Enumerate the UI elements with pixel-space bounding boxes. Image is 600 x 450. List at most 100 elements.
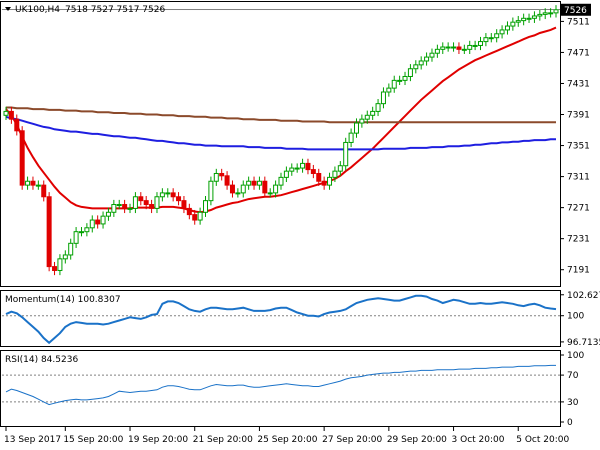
candle (89, 215, 95, 233)
candle-body (95, 219, 101, 225)
candle-body (283, 170, 289, 178)
candle (440, 42, 446, 54)
candle (41, 180, 47, 202)
candle (203, 195, 209, 217)
candle (548, 8, 554, 18)
candle-body (515, 20, 521, 23)
candle-body (391, 79, 397, 89)
candle-body (375, 103, 381, 112)
momentum-ytick-label: 102.6272 (567, 291, 600, 301)
candle-body (510, 21, 516, 27)
candle-body (89, 219, 95, 229)
candle-body (100, 215, 106, 225)
candle-body (521, 17, 527, 22)
candle-body (84, 227, 90, 233)
ma-mid-line (5, 115, 556, 151)
candle-body (278, 176, 284, 186)
candle-body (78, 231, 84, 234)
candle (62, 250, 68, 264)
candle-body (203, 200, 209, 213)
dropdown-triangle-icon[interactable] (5, 7, 11, 11)
candle (456, 42, 462, 54)
candle-body (526, 17, 532, 20)
candle-body (343, 141, 349, 167)
candle (165, 188, 171, 198)
candle-body (192, 214, 198, 221)
candle (235, 188, 241, 198)
candle (494, 29, 500, 43)
candle-body (219, 172, 225, 177)
candle-body (407, 68, 413, 77)
ma-slow-line (6, 106, 556, 124)
candle-body (429, 52, 435, 58)
candle-body (445, 46, 451, 49)
candle-body (472, 44, 478, 47)
candle (391, 75, 397, 93)
candle (138, 192, 144, 206)
candle (289, 163, 295, 176)
candle (461, 44, 467, 54)
candle (353, 118, 359, 138)
candle-body (240, 184, 246, 194)
candle-body (41, 184, 47, 198)
price-ytick-label: 7511 (567, 17, 590, 27)
momentum-ytick-label: 96.7135 (567, 338, 600, 348)
candle (25, 176, 31, 190)
candle-body (267, 192, 273, 195)
xtick-label: 3 Oct 20:00 (452, 435, 505, 445)
momentum-title: Momentum(14) 100.8307 (5, 295, 121, 305)
candle (429, 48, 435, 62)
candle-body (327, 176, 333, 186)
candle-body (424, 56, 430, 62)
candle (84, 223, 90, 237)
xtick-label: 15 Sep 20:00 (63, 435, 123, 445)
candle (283, 166, 289, 183)
candle-body (256, 180, 262, 186)
candle-body (294, 167, 300, 170)
candle (397, 75, 403, 86)
candle-body (273, 184, 279, 194)
candle-body (122, 204, 128, 209)
candle-body (111, 204, 117, 213)
rsi-ytick-label: 70 (567, 371, 579, 381)
candle-body (170, 192, 176, 198)
candle-body (321, 180, 327, 186)
candle (337, 161, 343, 176)
candle-body (359, 118, 365, 124)
candle (407, 64, 413, 82)
candle (521, 13, 527, 26)
candle (30, 176, 36, 190)
candle (14, 114, 20, 136)
candle (186, 203, 192, 220)
rsi-title: RSI(14) 84.5236 (5, 355, 78, 365)
xtick-label: 5 Oct 20:00 (516, 435, 569, 445)
candle-body (235, 192, 241, 195)
candle-body (553, 9, 559, 14)
price-ytick-label: 7471 (567, 48, 590, 58)
xtick-label: 13 Sep 2017 (4, 435, 61, 445)
rsi-panel-frame (0, 350, 561, 427)
candles-layer (3, 5, 559, 276)
candle (132, 192, 138, 214)
candle (413, 60, 419, 74)
candle (127, 203, 133, 214)
candle (95, 215, 101, 229)
price-ytick-label: 7391 (567, 111, 590, 121)
candle (240, 180, 246, 198)
candle-body (213, 172, 219, 182)
candle-body (52, 266, 58, 271)
candle (208, 176, 214, 206)
candle (192, 209, 198, 225)
candle (467, 40, 473, 54)
candle-body (229, 184, 235, 194)
rsi-line (5, 364, 556, 406)
candle (3, 106, 9, 120)
candle-body (246, 180, 252, 186)
candle-body (35, 184, 41, 187)
candle (256, 176, 262, 190)
candle (294, 163, 300, 173)
price-ytick-label: 7311 (567, 173, 590, 183)
candle (343, 137, 349, 171)
candle-body (224, 175, 230, 186)
